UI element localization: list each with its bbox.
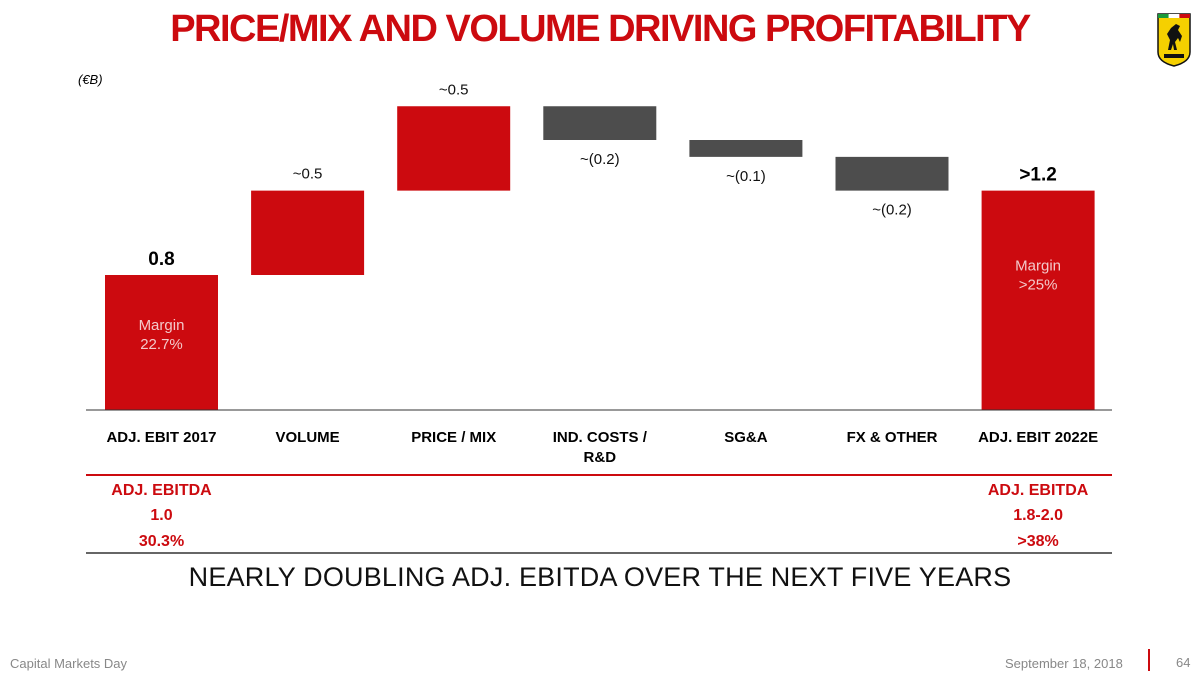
category-label-1: VOLUME [276,429,340,446]
headline: NEARLY DOUBLING ADJ. EBITDA OVER THE NEX… [188,562,1012,592]
bar-value-label-0: 0.8 [148,249,174,270]
category-label-0: ADJ. EBIT 2017 [106,429,216,446]
page-title: PRICE/MIX AND VOLUME DRIVING PROFITABILI… [170,8,1031,50]
bar-value-label-3: ~(0.2) [580,151,620,168]
ebitda-left-label: ADJ. EBITDA [111,482,212,499]
category-label-5: FX & OTHER [847,429,938,446]
bar-2 [397,106,511,191]
bar-inner-label-0-0: Margin [139,317,185,334]
ebitda-right-margin: >38% [1017,533,1058,550]
bar-inner-label-0-1: 22.7% [140,336,183,353]
bar-6 [981,190,1095,410]
footer-event: Capital Markets Day [10,656,128,671]
category-label-4: SG&A [724,429,768,446]
category-label-3-1: R&D [584,449,617,466]
bar-value-label-5: ~(0.2) [872,202,912,219]
ebitda-left-margin: 30.3% [139,533,184,550]
bar-5 [835,156,949,191]
bar-value-label-1: ~0.5 [293,166,323,183]
bar-inner-label-6-1: >25% [1019,277,1058,294]
bar-4 [689,140,803,157]
unit-label: (€B) [78,72,103,87]
bar-1 [251,190,365,275]
page-number: 64 [1176,655,1191,670]
bar-value-label-4: ~(0.1) [726,168,766,185]
ebitda-right-value: 1.8-2.0 [1013,507,1063,524]
ebitda-left-value: 1.0 [150,507,172,524]
bar-value-label-6: >1.2 [1019,165,1057,186]
bar-3 [543,106,657,140]
category-label-3: IND. COSTS / [553,429,648,446]
category-label-2: PRICE / MIX [411,429,496,446]
bar-value-label-2: ~0.5 [439,81,469,98]
ebitda-right-label: ADJ. EBITDA [988,482,1089,499]
bar-inner-label-6-0: Margin [1015,258,1061,275]
footer-date: September 18, 2018 [1005,656,1123,671]
category-label-6: ADJ. EBIT 2022E [978,429,1098,446]
bar-0 [105,275,218,410]
prancing-horse-logo [1157,13,1191,67]
footer-divider [1148,649,1150,671]
